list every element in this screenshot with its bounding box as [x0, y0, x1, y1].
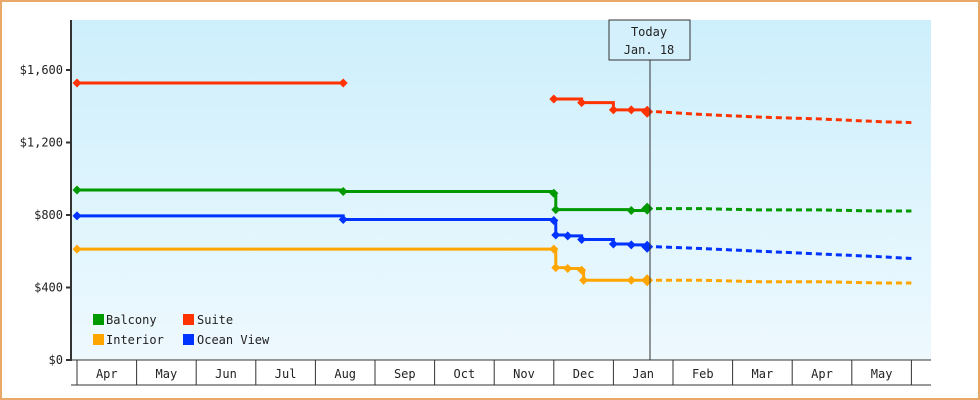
- x-tick-label: Jan: [632, 367, 654, 381]
- y-tick-label: $1,200: [20, 136, 63, 150]
- series-interior: [72, 244, 912, 287]
- x-tick-label: Jun: [215, 367, 237, 381]
- legend-item-ocean-view[interactable]: Ocean View: [183, 333, 270, 347]
- ocean-view-swatch-icon: [183, 334, 194, 345]
- data-point-marker[interactable]: [72, 244, 82, 254]
- data-point-marker[interactable]: [338, 215, 348, 225]
- legend-label: Interior: [106, 333, 164, 347]
- x-tick-label: Jul: [275, 367, 297, 381]
- data-point-marker[interactable]: [338, 186, 348, 196]
- data-point-marker[interactable]: [551, 205, 561, 215]
- today-date: Jan. 18: [624, 43, 675, 57]
- data-point-marker[interactable]: [626, 205, 636, 215]
- data-point-marker[interactable]: [579, 275, 589, 285]
- x-tick-label: Feb: [692, 367, 714, 381]
- legend: Balcony Suite Interior Ocean View: [93, 313, 270, 347]
- x-tick-label: Nov: [513, 367, 535, 381]
- legend-item-suite[interactable]: Suite: [183, 313, 233, 327]
- data-point-marker[interactable]: [577, 234, 587, 244]
- legend-label: Balcony: [106, 313, 157, 327]
- today-label: Today: [631, 25, 667, 39]
- series-suite: [72, 78, 912, 125]
- data-point-marker[interactable]: [72, 185, 82, 195]
- x-tick-label: Aug: [334, 367, 356, 381]
- data-point-marker[interactable]: [626, 240, 636, 250]
- x-tick-label: Mar: [752, 367, 774, 381]
- forecast-line: [656, 207, 912, 213]
- data-point-marker[interactable]: [549, 188, 559, 198]
- forecast-line: [655, 110, 912, 125]
- data-point-marker[interactable]: [563, 231, 573, 241]
- data-point-marker[interactable]: [549, 244, 559, 254]
- y-tick-label: $800: [34, 208, 63, 222]
- x-tick-label: May: [871, 367, 893, 381]
- today-label-box: [608, 19, 691, 61]
- data-point-marker[interactable]: [72, 78, 82, 88]
- x-tick-label: Apr: [96, 367, 118, 381]
- x-tick-label: May: [156, 367, 178, 381]
- data-point-marker[interactable]: [551, 263, 561, 273]
- interior-swatch-icon: [93, 334, 104, 345]
- x-tick-label: Apr: [811, 367, 833, 381]
- series-balcony: [72, 185, 912, 215]
- y-tick-label: $400: [34, 281, 63, 295]
- data-point-marker[interactable]: [608, 105, 618, 115]
- data-point-marker[interactable]: [626, 105, 636, 115]
- data-point-marker[interactable]: [338, 78, 348, 88]
- balcony-swatch-icon: [93, 314, 104, 325]
- series-layer: [72, 78, 912, 287]
- x-tick-label: Sep: [394, 367, 416, 381]
- y-tick-label: $1,600: [20, 63, 63, 77]
- data-point-marker[interactable]: [563, 263, 573, 273]
- x-tick-label: Dec: [573, 367, 595, 381]
- y-axis: $0 $400 $800 $1,200 $1,600: [20, 20, 72, 367]
- forecast-line: [655, 245, 912, 260]
- x-axis: Apr May Jun Jul Aug Sep Oct Nov Dec Jan Feb Mar Apr M…: [71, 359, 931, 386]
- data-point-marker[interactable]: [551, 230, 561, 240]
- data-point-marker[interactable]: [549, 94, 559, 104]
- data-point-marker[interactable]: [549, 215, 559, 225]
- legend-label: Suite: [197, 313, 233, 327]
- legend-item-interior[interactable]: Interior: [93, 333, 164, 347]
- data-point-marker[interactable]: [577, 98, 587, 108]
- x-tick-label: Oct: [454, 367, 476, 381]
- data-point-marker[interactable]: [626, 275, 636, 285]
- legend-item-balcony[interactable]: Balcony: [93, 313, 157, 327]
- legend-label: Ocean View: [197, 333, 270, 347]
- suite-swatch-icon: [183, 314, 194, 325]
- forecast-line: [656, 278, 912, 285]
- y-tick-label: $0: [49, 353, 63, 367]
- data-point-marker[interactable]: [608, 239, 618, 249]
- today-marker: Today Jan. 18: [608, 19, 691, 360]
- series-ocean-view: [72, 211, 912, 260]
- data-point-marker[interactable]: [72, 211, 82, 221]
- data-point-marker[interactable]: [577, 265, 587, 275]
